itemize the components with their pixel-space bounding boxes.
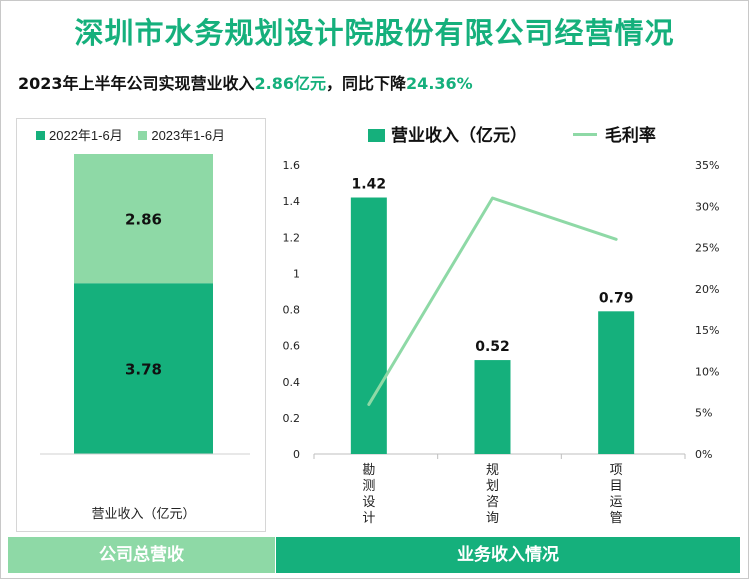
summary-line: 2023年上半年公司实现营业收入2.86亿元，同比下降24.36% [18, 70, 473, 94]
legend-label-margin: 毛利率 [604, 126, 656, 146]
legend-item-revenue: 营业收入（亿元） [368, 121, 527, 146]
legend-label-2022: 2022年1-6月 [49, 128, 123, 143]
left-chart-panel [16, 118, 266, 532]
summary-revenue: 2.86亿元 [254, 74, 327, 93]
footer-left-banner: 公司总营收 [8, 537, 275, 573]
footer-right-banner: 业务收入情况 [276, 537, 740, 573]
legend-item-2023: 2023年1-6月 [138, 125, 225, 144]
legend-item-2022: 2022年1-6月 [36, 125, 123, 144]
legend-label-2023: 2023年1-6月 [151, 128, 226, 143]
legend-swatch-margin [572, 133, 597, 136]
legend-label-revenue: 营业收入（亿元） [391, 126, 527, 146]
legend-swatch-2022 [36, 131, 45, 140]
page-title: 深圳市水务规划设计院股份有限公司经营情况 [74, 16, 675, 50]
legend-item-margin: 毛利率 [572, 121, 656, 146]
legend-swatch-revenue [368, 129, 385, 142]
summary-middle: ，同比下降 [326, 74, 407, 93]
right-legend: 营业收入（亿元） 毛利率 [368, 121, 696, 146]
legend-swatch-2023 [138, 131, 148, 140]
left-legend: 2022年1-6月 2023年1-6月 [36, 125, 237, 144]
summary-prefix: 2023年上半年公司实现营业收入 [18, 74, 255, 93]
summary-decline: 24.36% [406, 74, 473, 93]
